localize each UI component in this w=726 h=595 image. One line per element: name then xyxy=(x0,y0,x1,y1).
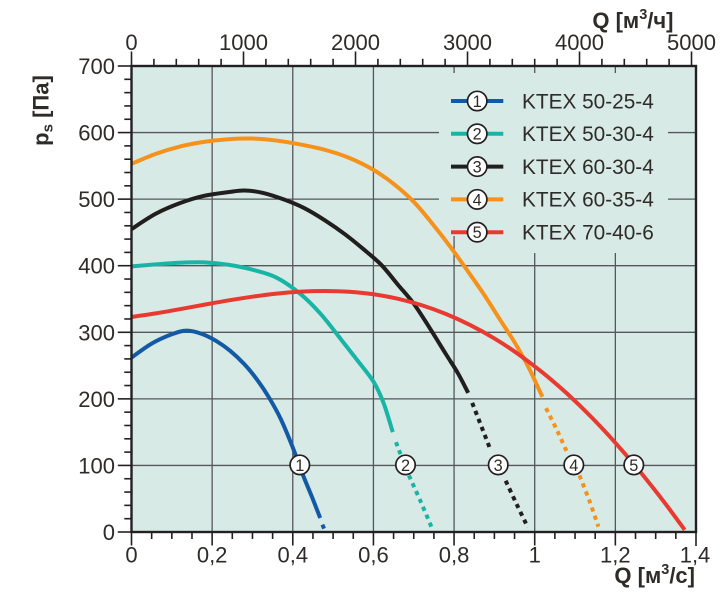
svg-text:1: 1 xyxy=(473,93,482,111)
svg-text:0,8: 0,8 xyxy=(439,543,470,568)
svg-text:2: 2 xyxy=(473,126,482,144)
svg-text:4: 4 xyxy=(473,191,482,209)
svg-text:700: 700 xyxy=(78,54,115,79)
svg-text:4: 4 xyxy=(569,457,578,475)
svg-text:1000: 1000 xyxy=(219,30,268,55)
svg-text:3000: 3000 xyxy=(443,30,492,55)
svg-text:4000: 4000 xyxy=(555,30,604,55)
svg-text:1: 1 xyxy=(295,457,304,475)
svg-text:2: 2 xyxy=(401,457,410,475)
svg-text:0,4: 0,4 xyxy=(277,543,308,568)
svg-text:Q [м3/ч]: Q [м3/ч] xyxy=(592,7,673,33)
svg-text:Q [м3/с]: Q [м3/с] xyxy=(614,562,695,588)
svg-text:5: 5 xyxy=(629,457,638,475)
svg-text:5: 5 xyxy=(473,224,482,242)
svg-text:KTEX 60-30-4: KTEX 60-30-4 xyxy=(522,156,654,179)
svg-text:1,2: 1,2 xyxy=(600,543,631,568)
svg-text:1,4: 1,4 xyxy=(680,543,711,568)
svg-text:KTEX 70-40-6: KTEX 70-40-6 xyxy=(522,222,654,245)
svg-text:200: 200 xyxy=(78,387,115,412)
svg-text:KTEX 60-35-4: KTEX 60-35-4 xyxy=(522,189,654,212)
svg-text:0: 0 xyxy=(103,520,115,545)
svg-text:300: 300 xyxy=(78,320,115,345)
svg-text:KTEX 50-25-4: KTEX 50-25-4 xyxy=(522,90,654,113)
svg-text:5000: 5000 xyxy=(667,30,716,55)
svg-text:600: 600 xyxy=(78,121,115,146)
svg-text:3: 3 xyxy=(473,159,482,177)
svg-text:0,6: 0,6 xyxy=(358,543,389,568)
svg-text:3: 3 xyxy=(494,457,503,475)
svg-text:KTEX 50-30-4: KTEX 50-30-4 xyxy=(522,123,654,146)
svg-text:500: 500 xyxy=(78,187,115,212)
svg-text:1: 1 xyxy=(529,543,541,568)
svg-text:100: 100 xyxy=(78,453,115,478)
svg-text:0: 0 xyxy=(125,30,137,55)
svg-text:0: 0 xyxy=(125,543,137,568)
svg-text:400: 400 xyxy=(78,254,115,279)
svg-text:0,2: 0,2 xyxy=(197,543,228,568)
svg-text:2000: 2000 xyxy=(331,30,380,55)
svg-text:ps [Па]: ps [Па] xyxy=(29,75,57,146)
